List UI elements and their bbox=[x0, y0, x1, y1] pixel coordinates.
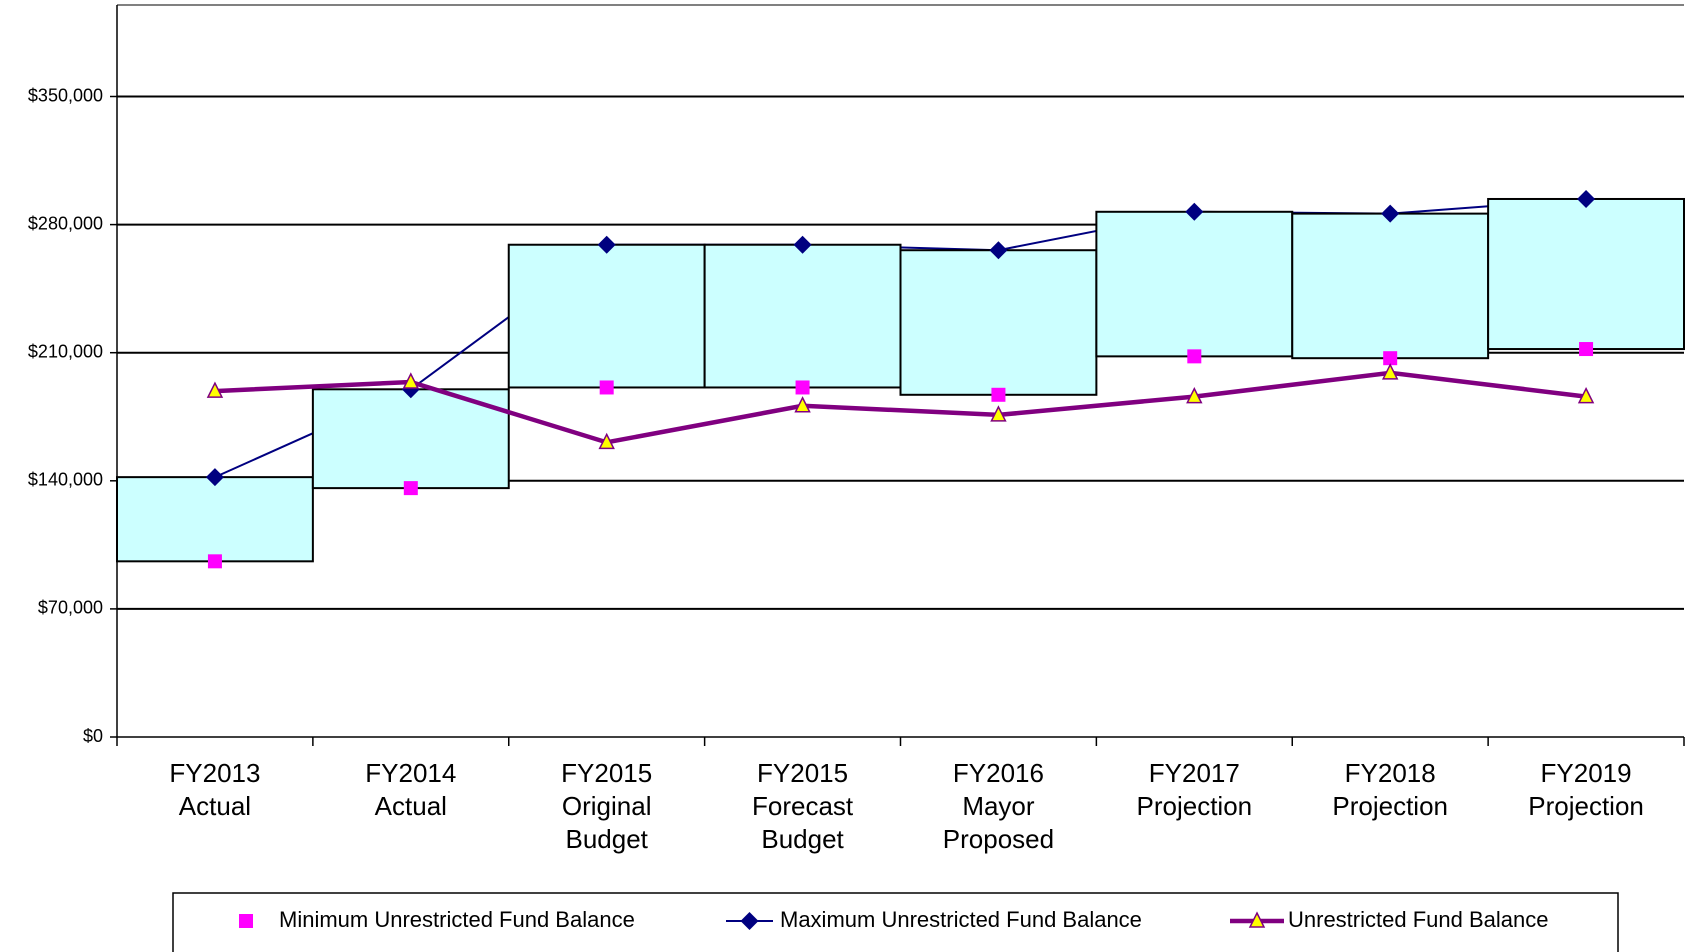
y-tick-label: $280,000 bbox=[28, 213, 103, 233]
legend-marker bbox=[1248, 911, 1266, 928]
data-point bbox=[991, 387, 1006, 402]
data-point bbox=[598, 432, 615, 450]
x-tick-label: FY2017 Projection bbox=[1136, 758, 1253, 821]
range-box bbox=[507, 243, 706, 389]
legend-box bbox=[172, 892, 1619, 952]
data-point bbox=[599, 380, 614, 395]
y-tick-label: $140,000 bbox=[28, 470, 103, 490]
data-point bbox=[1186, 386, 1203, 404]
data-point bbox=[1185, 202, 1204, 221]
data-point bbox=[1381, 204, 1400, 223]
data-point bbox=[205, 468, 224, 487]
x-tick-label: FY2015 Forecast Budget bbox=[751, 758, 854, 854]
data-point bbox=[206, 381, 224, 398]
data-point bbox=[795, 380, 810, 395]
y-tick-label: $350,000 bbox=[28, 85, 103, 105]
series-line bbox=[214, 370, 1587, 445]
range-box bbox=[311, 388, 510, 490]
y-tick-label: $70,000 bbox=[38, 598, 103, 618]
data-point bbox=[597, 235, 616, 254]
y-tick-label: $0 bbox=[83, 726, 103, 746]
x-tick-label: FY2013 Actual bbox=[169, 758, 261, 821]
y-tick-label: $210,000 bbox=[28, 341, 103, 361]
legend-label: Maximum Unrestricted Fund Balance bbox=[780, 907, 1142, 932]
data-point bbox=[793, 235, 812, 254]
data-point bbox=[989, 241, 1008, 260]
data-point bbox=[1383, 351, 1398, 366]
range-box bbox=[1291, 212, 1490, 360]
x-tick-label: FY2015 Original Budget bbox=[561, 758, 653, 854]
range-box bbox=[899, 249, 1098, 396]
range-box bbox=[1487, 197, 1685, 351]
range-box bbox=[116, 476, 314, 563]
range-box bbox=[1095, 210, 1294, 358]
data-point bbox=[1187, 349, 1202, 364]
data-point bbox=[402, 372, 420, 389]
data-point bbox=[1579, 342, 1594, 357]
range-box bbox=[703, 243, 902, 389]
x-tick-label: FY2019 Projection bbox=[1528, 758, 1644, 821]
data-point bbox=[403, 481, 418, 496]
data-point bbox=[1381, 363, 1399, 380]
data-point bbox=[1577, 386, 1595, 404]
x-tick-label: FY2018 Projection bbox=[1332, 758, 1448, 821]
legend-marker bbox=[239, 914, 253, 928]
data-point bbox=[207, 554, 222, 569]
data-point bbox=[1577, 189, 1596, 208]
data-point bbox=[990, 405, 1007, 422]
x-tick-label: FY2014 Actual bbox=[365, 758, 457, 821]
x-tick-label: FY2016 Mayor Proposed bbox=[942, 758, 1055, 854]
legend-label: Unrestricted Fund Balance bbox=[1288, 907, 1548, 932]
data-point bbox=[794, 396, 811, 413]
legend-marker bbox=[740, 912, 759, 930]
legend-label: Minimum Unrestricted Fund Balance bbox=[279, 907, 635, 932]
